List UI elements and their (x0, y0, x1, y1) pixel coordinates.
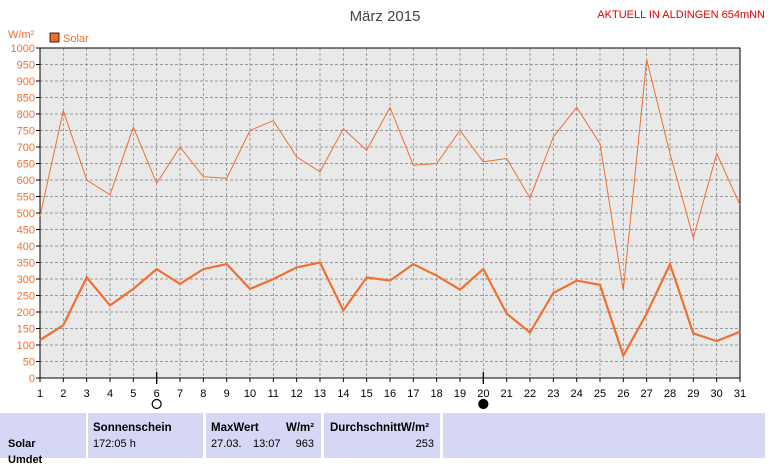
x-tick-label: 6 (154, 388, 160, 400)
y-tick-label: 550 (17, 192, 35, 204)
y-tick-label: 150 (17, 324, 35, 336)
chart-title: März 2015 (350, 8, 421, 25)
y-tick-label: 200 (17, 307, 35, 319)
chart-labels: März 2015 AKTUELL IN ALDINGEN 654mNN W/m… (8, 8, 765, 45)
max-value: 963 (295, 438, 314, 450)
y-tick-label: 500 (17, 208, 35, 220)
sunshine-value: 172:05 h (93, 438, 136, 450)
footer-row-label-cell: Solar Umdet (0, 413, 86, 466)
new-moon-icon (478, 398, 489, 410)
axes: 0 50 100 150 200 250 300 350 400 450 500 550 600 650 7… (11, 43, 747, 400)
sunshine-header: Sonnenschein (93, 422, 172, 434)
x-tick-label: 17 (407, 388, 419, 400)
max-header: MaxWert (211, 422, 259, 434)
legend-swatch (49, 32, 60, 43)
footer-sunshine-cell: Sonnenschein 172:05 h (88, 413, 203, 458)
x-tick-label: 2 (60, 388, 66, 400)
footer-max-cell: MaxWert W/m² 27.03. 13:07 963 (206, 413, 321, 458)
summary-footer: Solar Umdet Sonnenschein 172:05 h MaxWer… (0, 413, 772, 466)
max-unit: W/m² (286, 422, 315, 434)
x-tick-label: 13 (314, 388, 326, 400)
y-tick-label: 650 (17, 159, 35, 171)
x-tick-label: 9 (224, 388, 230, 400)
x-tick-label: 10 (244, 388, 256, 400)
y-tick-label: 900 (17, 76, 35, 88)
y-tick-label: 400 (17, 241, 35, 253)
chart: 0 50 100 150 200 250 300 350 400 450 500 550 600 650 7… (8, 8, 765, 410)
x-tick-label: 27 (641, 388, 653, 400)
x-tick-label: 26 (617, 388, 629, 400)
y-tick-label: 1000 (11, 43, 35, 55)
max-time: 13:07 (253, 438, 281, 450)
plot-border (39, 47, 741, 379)
x-tick-label: 21 (501, 388, 513, 400)
y-tick-label: 850 (17, 93, 35, 105)
y-tick-label: 700 (17, 142, 35, 154)
x-tick-label: 19 (454, 388, 466, 400)
y-tick-label: 100 (17, 340, 35, 352)
y-tick-label: 950 (17, 60, 35, 72)
footer-row-label: Solar (8, 438, 36, 450)
x-tick-label: 29 (687, 388, 699, 400)
x-tick-label: 18 (431, 388, 443, 400)
x-tick-label: 28 (664, 388, 676, 400)
x-tick-label: 3 (84, 388, 90, 400)
x-tick-label: 24 (571, 388, 583, 400)
full-moon-icon (151, 398, 162, 410)
x-tick-label: 4 (107, 388, 113, 400)
x-tick-label: 1 (37, 388, 43, 400)
y-tick-label: 0 (29, 373, 35, 385)
x-tick-label: 25 (594, 388, 606, 400)
footer-average-cell: DurchschnittW/m² 253 (324, 413, 440, 458)
y-tick-label: 450 (17, 225, 35, 237)
x-tick-label: 7 (177, 388, 183, 400)
x-tick-label: 23 (547, 388, 559, 400)
average-value: 253 (415, 438, 434, 450)
x-tick-label: 14 (337, 388, 349, 400)
average-header: DurchschnittW/m² (330, 422, 430, 434)
y-tick-label: 350 (17, 258, 35, 270)
moon-markers (151, 372, 489, 410)
x-tick-label: 15 (361, 388, 373, 400)
y-axis-label: W/m² (8, 29, 35, 41)
x-tick-label: 20 (477, 388, 489, 400)
x-tick-label: 30 (711, 388, 723, 400)
y-tick-label: 800 (17, 109, 35, 121)
x-tick-label: 5 (130, 388, 136, 400)
max-date: 27.03. (211, 438, 242, 450)
y-tick-label: 250 (17, 291, 35, 303)
station-label: AKTUELL IN ALDINGEN 654mNN (597, 9, 765, 21)
y-tick-label: 300 (17, 274, 35, 286)
grid (39, 47, 741, 379)
footer-row-sublabel: Umdet (8, 454, 43, 466)
series-lines (39, 59, 741, 359)
x-tick-label: 31 (734, 388, 746, 400)
x-tick-label: 22 (524, 388, 536, 400)
x-tick-label: 12 (291, 388, 303, 400)
footer-empty-cell (443, 413, 765, 458)
x-tick-label: 16 (384, 388, 396, 400)
x-tick-label: 8 (200, 388, 206, 400)
series-line-2 (39, 59, 741, 291)
legend-label: Solar (63, 33, 89, 45)
y-tick-label: 50 (23, 357, 35, 369)
series-line-1 (39, 261, 741, 359)
x-tick-label: 11 (268, 388, 279, 400)
y-tick-label: 600 (17, 175, 35, 187)
y-tick-label: 750 (17, 126, 35, 138)
